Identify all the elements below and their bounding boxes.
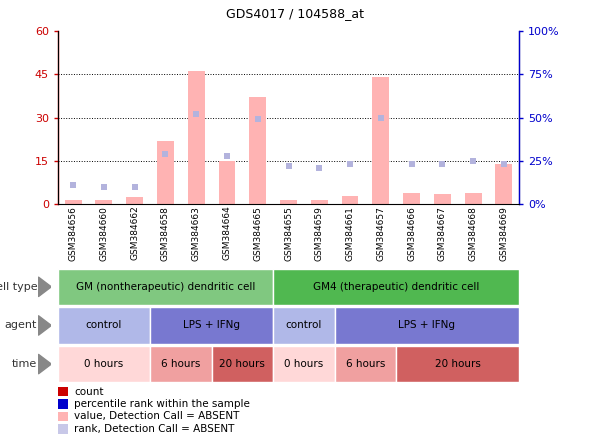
Bar <box>396 346 519 382</box>
Text: GDS4017 / 104588_at: GDS4017 / 104588_at <box>226 7 364 20</box>
Polygon shape <box>38 277 51 297</box>
Bar <box>372 77 389 204</box>
Bar <box>150 31 181 204</box>
Text: 20 hours: 20 hours <box>219 359 266 369</box>
Bar <box>273 346 335 382</box>
Polygon shape <box>38 354 51 374</box>
Bar <box>464 193 481 204</box>
Bar <box>273 31 304 204</box>
Text: 20 hours: 20 hours <box>435 359 481 369</box>
Bar <box>218 161 235 204</box>
Text: 6 hours: 6 hours <box>346 359 385 369</box>
Bar <box>242 31 273 204</box>
Bar <box>119 31 150 204</box>
Bar <box>96 200 113 204</box>
Bar <box>280 200 297 204</box>
Bar <box>489 31 519 204</box>
Bar <box>188 71 205 204</box>
Text: agent: agent <box>5 321 37 330</box>
Text: control: control <box>86 321 122 330</box>
Text: 0 hours: 0 hours <box>284 359 323 369</box>
Text: percentile rank within the sample: percentile rank within the sample <box>74 399 250 409</box>
Bar <box>150 307 273 344</box>
Bar <box>58 307 150 344</box>
Bar <box>304 31 335 204</box>
Bar <box>496 164 512 204</box>
Bar <box>458 31 489 204</box>
Bar <box>342 195 359 204</box>
Text: control: control <box>286 321 322 330</box>
Bar <box>335 307 519 344</box>
Text: GM4 (therapeutic) dendritic cell: GM4 (therapeutic) dendritic cell <box>313 282 479 292</box>
Bar <box>65 200 81 204</box>
Text: 0 hours: 0 hours <box>84 359 123 369</box>
Text: value, Detection Call = ABSENT: value, Detection Call = ABSENT <box>74 412 240 421</box>
Bar <box>273 307 335 344</box>
Bar <box>157 141 174 204</box>
Bar <box>250 98 266 204</box>
Bar <box>273 269 519 305</box>
Text: time: time <box>12 359 37 369</box>
Text: rank, Detection Call = ABSENT: rank, Detection Call = ABSENT <box>74 424 235 434</box>
Bar <box>335 31 365 204</box>
Bar <box>427 31 458 204</box>
Bar <box>396 31 427 204</box>
Polygon shape <box>38 316 51 335</box>
Bar <box>365 31 396 204</box>
Bar <box>181 31 212 204</box>
Text: LPS + IFNg: LPS + IFNg <box>398 321 455 330</box>
Bar <box>335 346 396 382</box>
Bar <box>150 346 212 382</box>
Bar <box>212 346 273 382</box>
Text: cell type: cell type <box>0 282 37 292</box>
Text: count: count <box>74 387 104 396</box>
Bar <box>58 31 88 204</box>
Text: GM (nontherapeutic) dendritic cell: GM (nontherapeutic) dendritic cell <box>76 282 255 292</box>
Bar <box>311 200 327 204</box>
Text: LPS + IFNg: LPS + IFNg <box>183 321 240 330</box>
Bar <box>126 197 143 204</box>
Bar <box>212 31 242 204</box>
Bar <box>88 31 119 204</box>
Bar <box>58 346 150 382</box>
Bar <box>58 269 273 305</box>
Bar <box>434 194 451 204</box>
Text: 6 hours: 6 hours <box>161 359 201 369</box>
Bar <box>403 193 420 204</box>
